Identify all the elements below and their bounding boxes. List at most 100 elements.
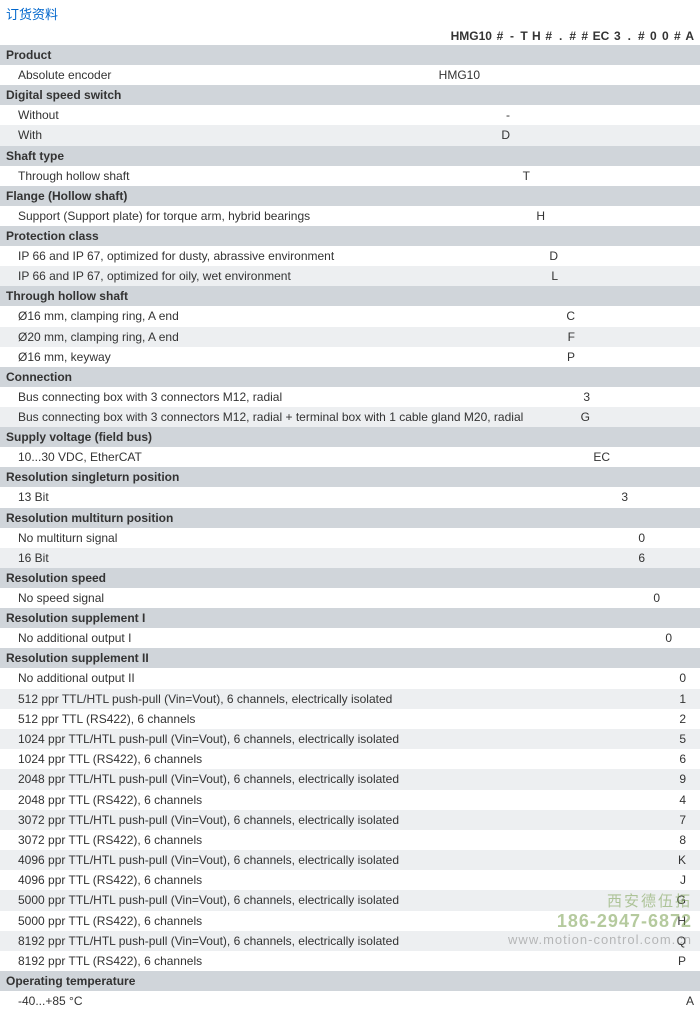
option-code: Q [677, 933, 694, 949]
option-label: 3072 ppr TTL (RS422), 6 channels [18, 832, 679, 848]
option-code: 0 [679, 670, 694, 686]
option-label: -40...+85 °C [18, 993, 686, 1009]
option-code: 6 [638, 550, 694, 566]
option-row: 10...30 VDC, EtherCATEC [0, 447, 700, 467]
option-label: 4096 ppr TTL (RS422), 6 channels [18, 872, 680, 888]
option-row: Ø16 mm, keywayP [0, 347, 700, 367]
option-code: 7 [679, 812, 694, 828]
sections-container: ProductAbsolute encoderHMG10Digital spee… [0, 45, 700, 1011]
option-row: No multiturn signal0 [0, 528, 700, 548]
order-code-token: # [543, 29, 555, 43]
option-row: 8192 ppr TTL/HTL push-pull (Vin=Vout), 6… [0, 931, 700, 951]
option-label: 512 ppr TTL (RS422), 6 channels [18, 711, 679, 727]
order-code-token: # [579, 29, 591, 43]
option-label: Ø20 mm, clamping ring, A end [18, 329, 568, 345]
option-code: D [501, 127, 694, 143]
order-code-token: 0 [647, 29, 659, 43]
option-row: WithD [0, 125, 700, 145]
option-code: 2 [679, 711, 694, 727]
option-label: 1024 ppr TTL (RS422), 6 channels [18, 751, 679, 767]
option-row: 4096 ppr TTL/HTL push-pull (Vin=Vout), 6… [0, 850, 700, 870]
option-code: G [677, 892, 694, 908]
section-header: Resolution supplement II [0, 648, 700, 668]
option-row: No speed signal0 [0, 588, 700, 608]
option-row: 16 Bit6 [0, 548, 700, 568]
option-row: 2048 ppr TTL/HTL push-pull (Vin=Vout), 6… [0, 769, 700, 789]
section-header: Operating temperature [0, 971, 700, 991]
option-code: EC [593, 449, 694, 465]
order-code-token: # [567, 29, 579, 43]
option-code: 9 [679, 771, 694, 787]
option-code: L [551, 268, 694, 284]
option-row: 3072 ppr TTL (RS422), 6 channels8 [0, 830, 700, 850]
option-label: 5000 ppr TTL/HTL push-pull (Vin=Vout), 6… [18, 892, 677, 908]
order-code-token: EC [591, 29, 612, 43]
option-row: 1024 ppr TTL (RS422), 6 channels6 [0, 749, 700, 769]
option-label: 13 Bit [18, 489, 621, 505]
order-code-token: 0 [659, 29, 671, 43]
option-row: IP 66 and IP 67, optimized for dusty, ab… [0, 246, 700, 266]
section-header: Resolution speed [0, 568, 700, 588]
option-code: H [677, 913, 694, 929]
option-row: 5000 ppr TTL/HTL push-pull (Vin=Vout), 6… [0, 890, 700, 910]
order-code-token: # [635, 29, 647, 43]
option-label: Ø16 mm, keyway [18, 349, 567, 365]
option-code: - [506, 107, 694, 123]
section-header: Shaft type [0, 146, 700, 166]
option-label: With [18, 127, 501, 143]
order-code-token: 3 [611, 29, 623, 43]
option-label: 512 ppr TTL/HTL push-pull (Vin=Vout), 6 … [18, 691, 679, 707]
option-code: J [680, 872, 694, 888]
option-code: 6 [679, 751, 694, 767]
option-row: Bus connecting box with 3 connectors M12… [0, 387, 700, 407]
option-row: -40...+85 °CA [0, 991, 700, 1011]
section-header: Protection class [0, 226, 700, 246]
option-label: No speed signal [18, 590, 653, 606]
option-code: HMG10 [439, 67, 694, 83]
order-code-header: HMG10#-TH#.##EC3.#00#A [0, 27, 700, 45]
option-row: 13 Bit3 [0, 487, 700, 507]
option-row: Absolute encoderHMG10 [0, 65, 700, 85]
option-label: IP 66 and IP 67, optimized for oily, wet… [18, 268, 551, 284]
option-code: K [678, 852, 694, 868]
option-code: 3 [583, 389, 694, 405]
option-row: IP 66 and IP 67, optimized for oily, wet… [0, 266, 700, 286]
option-label: 1024 ppr TTL/HTL push-pull (Vin=Vout), 6… [18, 731, 679, 747]
option-row: Support (Support plate) for torque arm, … [0, 206, 700, 226]
option-row: Through hollow shaftT [0, 166, 700, 186]
option-label: Through hollow shaft [18, 168, 523, 184]
option-code: H [536, 208, 694, 224]
section-header: Resolution singleturn position [0, 467, 700, 487]
option-code: P [567, 349, 694, 365]
option-row: 5000 ppr TTL (RS422), 6 channelsH [0, 911, 700, 931]
order-code-token: T [518, 29, 530, 43]
option-label: Ø16 mm, clamping ring, A end [18, 308, 566, 324]
option-label: Bus connecting box with 3 connectors M12… [18, 409, 581, 425]
option-row: Ø20 mm, clamping ring, A endF [0, 327, 700, 347]
option-label: No multiturn signal [18, 530, 638, 546]
order-code-token: H [530, 29, 543, 43]
option-code: 0 [653, 590, 694, 606]
option-label: 4096 ppr TTL/HTL push-pull (Vin=Vout), 6… [18, 852, 678, 868]
option-code: 0 [665, 630, 694, 646]
option-label: Bus connecting box with 3 connectors M12… [18, 389, 583, 405]
section-header: Connection [0, 367, 700, 387]
option-row: No additional output II0 [0, 668, 700, 688]
option-row: 8192 ppr TTL (RS422), 6 channelsP [0, 951, 700, 971]
section-header: Digital speed switch [0, 85, 700, 105]
option-code: A [686, 993, 694, 1009]
section-header: Flange (Hollow shaft) [0, 186, 700, 206]
option-code: 8 [679, 832, 694, 848]
order-code-token: HMG10 [449, 29, 494, 43]
option-row: Bus connecting box with 3 connectors M12… [0, 407, 700, 427]
option-row: Ø16 mm, clamping ring, A endC [0, 306, 700, 326]
option-label: No additional output I [18, 630, 665, 646]
option-label: IP 66 and IP 67, optimized for dusty, ab… [18, 248, 549, 264]
option-code: 4 [679, 792, 694, 808]
page-title: 订货资料 [0, 0, 700, 27]
order-code-token: # [494, 29, 506, 43]
option-label: 2048 ppr TTL (RS422), 6 channels [18, 792, 679, 808]
option-code: G [581, 409, 694, 425]
option-label: 2048 ppr TTL/HTL push-pull (Vin=Vout), 6… [18, 771, 679, 787]
option-code: 0 [638, 530, 694, 546]
